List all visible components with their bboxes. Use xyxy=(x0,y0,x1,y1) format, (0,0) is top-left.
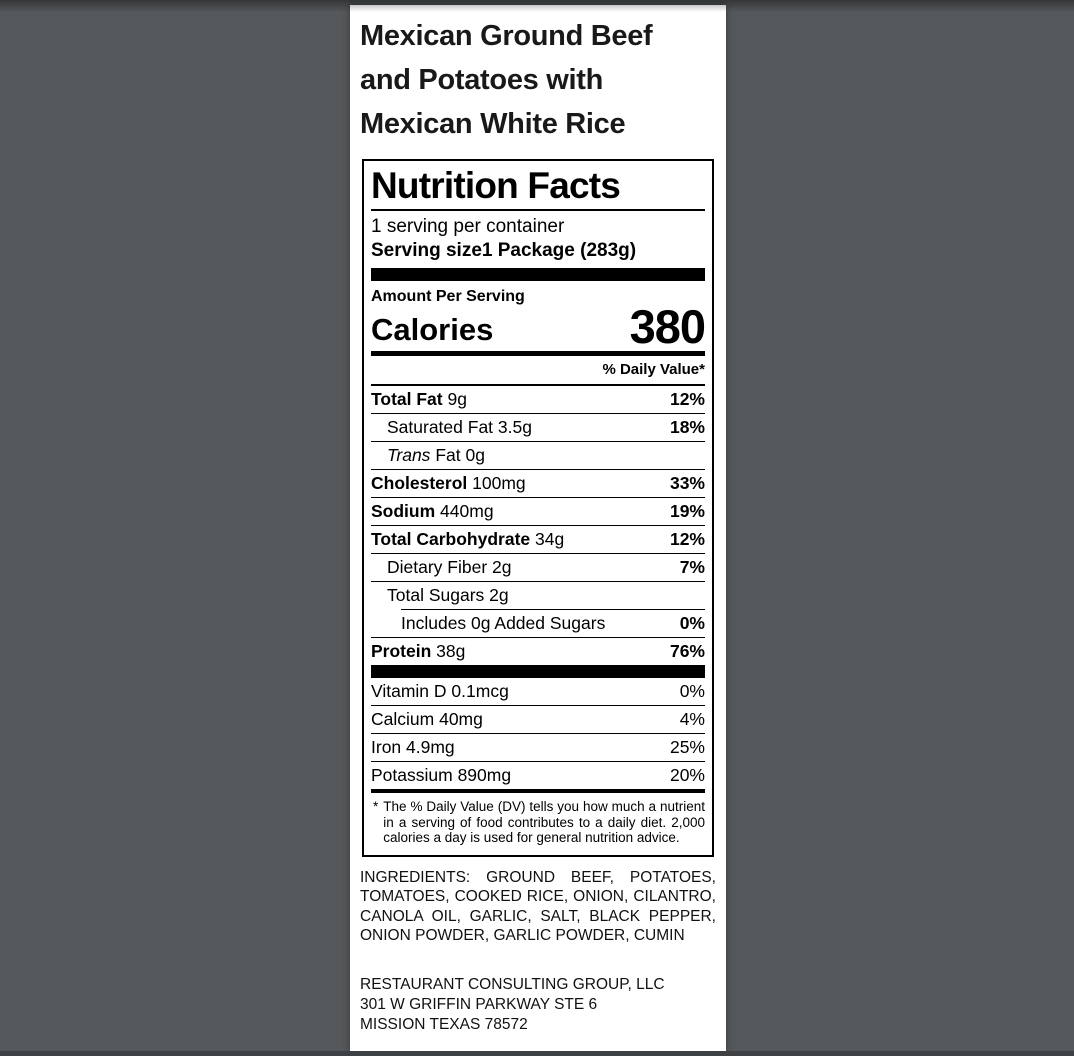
nutrient-dv: 12% xyxy=(669,389,705,409)
nutrient-amount: 3.5g xyxy=(497,417,532,437)
nutrient-row-cholesterol: Cholesterol 100mg 33% xyxy=(371,469,705,497)
nutrient-amount: 0.1mcg xyxy=(451,681,509,701)
nutrient-dv: 25% xyxy=(669,737,705,757)
nutrient-row-sodium: Sodium 440mg 19% xyxy=(371,497,705,525)
nutrient-amount: 38g xyxy=(436,641,466,661)
distributor-street: 301 W GRIFFIN PARKWAY STE 6 xyxy=(360,995,598,1013)
product-title-line: Mexican Ground Beef xyxy=(360,20,653,52)
nutrient-dv: 4% xyxy=(679,709,705,729)
distributor-city: MISSION TEXAS 78572 xyxy=(360,1015,528,1033)
ingredients-statement: INGREDIENTS: GROUND BEEF, POTATOES, TOMA… xyxy=(360,868,716,945)
serving-size-label: Serving size xyxy=(371,240,482,261)
nutrient-name: Cholesterol xyxy=(371,473,468,493)
nutrient-amount: 100mg xyxy=(472,473,526,493)
nutrient-amount: 0g xyxy=(465,445,485,465)
nutrient-amount: 890mg xyxy=(457,765,512,785)
nutrient-dv: 33% xyxy=(669,473,705,493)
nutrient-row-total-sugars: Total Sugars 2g xyxy=(371,581,705,609)
nutrient-name: Includes 0g Added Sugars xyxy=(401,613,606,633)
nutrient-name: Iron xyxy=(371,737,402,757)
nutrition-facts-header: Nutrition Facts xyxy=(371,164,705,211)
nutrient-name: Potassium xyxy=(371,765,453,785)
nutrient-amount: 34g xyxy=(535,529,565,549)
vitamin-row-vitamin-d: Vitamin D 0.1mcg 0% xyxy=(371,678,705,705)
nutrient-amount: 40mg xyxy=(439,709,483,729)
nutrient-name: Dietary Fiber xyxy=(387,557,488,577)
nutrient-name: Protein xyxy=(371,641,432,661)
footnote-asterisk: * xyxy=(373,799,379,814)
product-title: Mexican Ground Beef and Potatoes with Me… xyxy=(360,14,716,146)
serving-size-row: Serving size1 Package (283g) xyxy=(371,238,705,268)
daily-value-footnote: * The % Daily Value (DV) tells you how m… xyxy=(371,789,705,855)
nutrient-row-total-fat: Total Fat 9g 12% xyxy=(371,384,705,413)
vitamin-row-calcium: Calcium 40mg 4% xyxy=(371,705,705,733)
servings-per-container: 1 serving per container xyxy=(371,216,565,237)
nutrient-row-trans-fat: Trans Fat 0g xyxy=(371,441,705,469)
separator-bar-medium xyxy=(371,351,705,356)
nutrient-dv: 18% xyxy=(669,417,705,437)
nutrient-name: Vitamin D xyxy=(371,681,447,701)
nutrient-name: Total Sugars xyxy=(387,585,485,605)
nutrient-dv: 0% xyxy=(679,613,705,633)
nutrient-name: Saturated Fat xyxy=(387,417,494,437)
document-page: Mexican Ground Beef and Potatoes with Me… xyxy=(350,5,726,1051)
vitamin-row-iron: Iron 4.9mg 25% xyxy=(371,733,705,761)
amount-per-serving-label: Amount Per Serving xyxy=(371,288,525,305)
nutrient-dv: 19% xyxy=(669,501,705,521)
nutrient-row-protein: Protein 38g 76% xyxy=(371,637,705,665)
nutrient-name: Total Fat xyxy=(371,389,443,409)
nutrient-amount: 2g xyxy=(492,557,512,577)
nutrient-row-saturated-fat: Saturated Fat 3.5g 18% xyxy=(371,413,705,441)
calories-value: 380 xyxy=(629,300,706,353)
product-title-line: Mexican White Rice xyxy=(360,108,626,140)
calories-label: Calories xyxy=(371,312,494,347)
nutrient-amount: 9g xyxy=(447,389,467,409)
nutrient-dv: 76% xyxy=(669,641,705,661)
nutrient-dv: 12% xyxy=(669,529,705,549)
nutrient-row-dietary-fiber: Dietary Fiber 2g 7% xyxy=(371,553,705,581)
nutrient-row-total-carbohydrate: Total Carbohydrate 34g 12% xyxy=(371,525,705,553)
nutrient-name: Total Carbohydrate xyxy=(371,529,531,549)
nutrient-amount: 4.9mg xyxy=(406,737,455,757)
distributor-address: RESTAURANT CONSULTING GROUP, LLC 301 W G… xyxy=(360,975,716,1035)
nutrient-dv: 0% xyxy=(679,681,705,701)
nutrition-facts-label: Nutrition Facts 1 serving per container … xyxy=(362,159,714,857)
nutrient-dv: 7% xyxy=(679,557,705,577)
separator-bar-thick xyxy=(371,665,705,678)
vitamin-row-potassium: Potassium 890mg 20% xyxy=(371,761,705,789)
nutrient-amount: 2g xyxy=(489,585,509,605)
nutrient-name-rest: Fat xyxy=(435,445,461,465)
nutrient-name: Trans xyxy=(387,445,431,465)
product-title-line: and Potatoes with xyxy=(360,64,604,96)
daily-value-header: % Daily Value* xyxy=(602,361,705,378)
separator-bar-thick xyxy=(371,268,705,281)
nutrient-name: Sodium xyxy=(371,501,436,521)
footnote-text: The % Daily Value (DV) tells you how muc… xyxy=(383,799,705,845)
serving-size-value: 1 Package (283g) xyxy=(481,240,637,261)
distributor-name: RESTAURANT CONSULTING GROUP, LLC xyxy=(360,975,665,993)
calories-row: Calories 380 xyxy=(371,300,706,353)
nutrient-dv: 20% xyxy=(669,765,705,785)
nutrient-amount: 440mg xyxy=(440,501,494,521)
nutrient-name: Calcium xyxy=(371,709,435,729)
viewport-bottom-shadow xyxy=(0,1051,1074,1056)
nutrient-row-added-sugars: Includes 0g Added Sugars 0% xyxy=(401,609,705,637)
